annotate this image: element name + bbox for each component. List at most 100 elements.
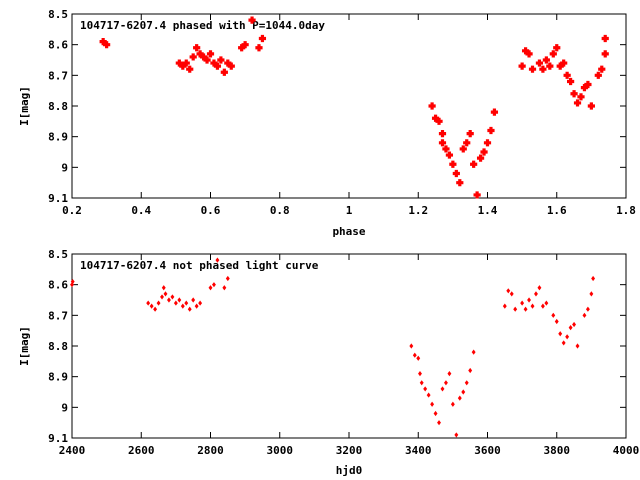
- data-point-phased: [546, 62, 554, 70]
- y-tick-label-unphased: 8.7: [48, 309, 68, 322]
- data-point-unphased: [468, 367, 473, 374]
- data-point-unphased: [454, 432, 459, 438]
- x-tick-label-phased: 0.4: [131, 204, 151, 217]
- data-point-phased: [445, 151, 454, 159]
- data-point-phased: [459, 145, 467, 153]
- data-point-phased: [452, 169, 460, 178]
- x-tick-label-unphased: 2400: [59, 444, 86, 457]
- data-point-unphased: [409, 343, 414, 349]
- data-point-unphased: [461, 389, 466, 395]
- data-point-unphased: [520, 300, 525, 306]
- data-point-phased: [528, 65, 537, 73]
- data-point-unphased: [534, 291, 538, 297]
- data-point-phased: [570, 90, 578, 98]
- data-point-unphased: [537, 285, 542, 291]
- data-point-phased: [456, 179, 464, 187]
- data-point-unphased: [551, 312, 556, 318]
- data-point-phased: [539, 65, 547, 73]
- data-point-phased: [487, 126, 495, 135]
- data-point-unphased: [177, 297, 182, 303]
- data-point-phased: [196, 50, 204, 58]
- data-point-unphased: [450, 401, 455, 407]
- data-point-phased: [521, 47, 530, 55]
- data-point-phased: [431, 114, 440, 122]
- x-tick-label-phased: 1.4: [478, 204, 498, 217]
- data-point-phased: [549, 50, 557, 58]
- data-point-unphased: [412, 352, 417, 358]
- data-point-unphased: [582, 312, 587, 318]
- data-point-unphased: [565, 334, 570, 340]
- data-point-unphased: [530, 303, 535, 309]
- data-point-phased: [535, 59, 544, 67]
- data-point-phased: [476, 154, 485, 162]
- plot-frame-unphased: [71, 253, 627, 439]
- y-tick-label-phased: 8.7: [48, 69, 68, 82]
- data-point-phased: [186, 65, 194, 73]
- data-point-unphased: [198, 300, 203, 306]
- data-point-unphased: [170, 294, 175, 300]
- data-point-unphased: [160, 294, 164, 300]
- data-point-phased: [206, 50, 215, 58]
- y-tick-label-phased: 8.8: [48, 100, 68, 113]
- data-point-unphased: [153, 306, 158, 312]
- data-point-unphased: [506, 288, 511, 294]
- x-axis-label-phased: phase: [332, 225, 365, 238]
- data-point-unphased: [180, 303, 185, 309]
- data-point-phased: [573, 99, 582, 107]
- data-point-phased: [182, 59, 190, 67]
- data-point-unphased: [163, 291, 168, 297]
- data-point-phased: [490, 108, 499, 116]
- data-point-unphased: [575, 343, 580, 349]
- data-point-phased: [556, 62, 564, 70]
- data-point-phased: [258, 34, 267, 43]
- data-point-unphased: [70, 279, 75, 285]
- y-tick-label-phased: 8.5: [48, 8, 68, 21]
- data-point-phased: [580, 84, 589, 92]
- data-point-unphased: [513, 306, 518, 312]
- data-point-phased: [463, 139, 471, 147]
- x-tick-label-phased: 0.8: [270, 204, 290, 217]
- data-point-unphased: [502, 303, 507, 309]
- x-tick-label-phased: 0.6: [201, 204, 221, 217]
- y-tick-label-unphased: 9.1: [48, 432, 68, 445]
- data-point-phased: [103, 41, 111, 49]
- data-point-unphased: [430, 401, 435, 407]
- data-point-unphased: [561, 340, 566, 346]
- data-point-unphased: [457, 395, 462, 401]
- data-point-phased: [442, 145, 450, 153]
- data-point-unphased: [444, 380, 448, 386]
- x-tick-label-phased: 1.2: [408, 204, 428, 217]
- data-point-phased: [449, 160, 457, 168]
- chart-title-unphased: 104717-6207.4 not phased light curve: [80, 259, 319, 272]
- x-tick-label-unphased: 3200: [336, 444, 363, 457]
- data-point-phased: [428, 102, 436, 110]
- data-point-phased: [213, 62, 222, 70]
- data-point-unphased: [416, 355, 421, 361]
- data-point-phased: [438, 130, 447, 138]
- data-point-phased: [255, 44, 263, 52]
- data-point-phased: [594, 71, 602, 79]
- x-tick-label-unphased: 4000: [613, 444, 640, 457]
- data-point-unphased: [225, 275, 230, 282]
- data-point-unphased: [544, 300, 549, 306]
- data-point-phased: [99, 38, 107, 46]
- data-point-unphased: [437, 420, 441, 426]
- data-point-phased: [598, 65, 606, 73]
- data-point-phased: [227, 62, 235, 70]
- data-point-unphased: [222, 285, 227, 291]
- data-point-unphased: [187, 306, 192, 312]
- y-tick-label-unphased: 8.5: [48, 248, 68, 261]
- y-axis-label-unphased: I[mag]: [18, 326, 31, 366]
- data-point-phased: [577, 93, 585, 101]
- y-tick-label-unphased: 8.8: [48, 340, 68, 353]
- x-tick-label-unphased: 2600: [128, 444, 155, 457]
- data-point-unphased: [194, 303, 199, 309]
- data-point-phased: [179, 62, 187, 70]
- data-point-phased: [525, 50, 533, 58]
- x-tick-label-phased: 1.8: [616, 204, 636, 217]
- data-point-unphased: [208, 285, 213, 291]
- y-tick-label-phased: 9.1: [48, 192, 68, 205]
- data-point-phased: [563, 71, 571, 79]
- data-point-unphased: [591, 275, 596, 282]
- data-point-phased: [189, 53, 197, 61]
